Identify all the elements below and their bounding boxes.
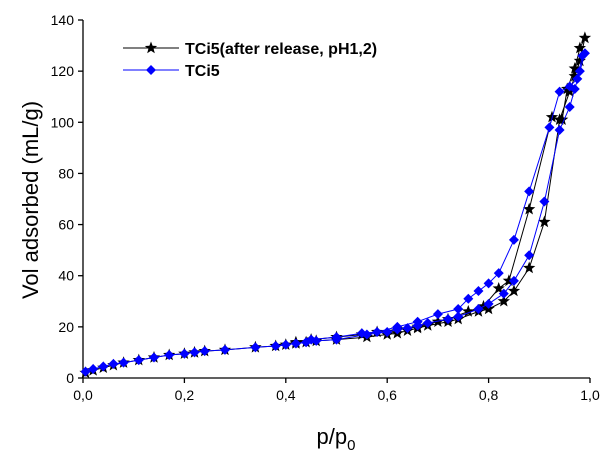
- data-point: [502, 274, 516, 287]
- x-axis-title: p/p0: [317, 424, 356, 454]
- data-point: [462, 305, 475, 317]
- data-point: [508, 234, 519, 245]
- data-point: [554, 86, 565, 97]
- data-point: [453, 311, 464, 322]
- data-point: [372, 326, 383, 337]
- data-point: [402, 323, 413, 334]
- data-point: [497, 294, 510, 307]
- data-point: [331, 332, 342, 343]
- data-point: [524, 250, 535, 261]
- x-tick-label: 0,4: [276, 387, 296, 403]
- data-point: [250, 342, 261, 353]
- data-point: [199, 346, 210, 357]
- data-point: [164, 349, 175, 360]
- data-point: [118, 357, 129, 368]
- data-point: [523, 261, 536, 274]
- data-point: [538, 215, 551, 228]
- data-point: [483, 278, 494, 289]
- data-point: [539, 196, 550, 207]
- data-point: [507, 284, 521, 297]
- data-point: [568, 62, 581, 74]
- data-point: [574, 66, 585, 77]
- y-tick-label: 100: [51, 114, 75, 130]
- y-tick-label: 140: [51, 12, 75, 28]
- x-tick-label: 0,8: [479, 387, 499, 403]
- data-point: [555, 113, 569, 125]
- data-point: [270, 341, 281, 352]
- data-point: [492, 282, 505, 294]
- data-point: [523, 202, 536, 215]
- data-point: [80, 366, 91, 377]
- data-point: [477, 299, 490, 312]
- data-point: [280, 339, 291, 350]
- data-point: [572, 73, 583, 84]
- data-point: [306, 334, 317, 345]
- data-point: [189, 347, 200, 358]
- data-point: [573, 54, 586, 67]
- legend-marker: [144, 41, 158, 54]
- data-point: [463, 293, 474, 304]
- data-point: [98, 361, 109, 372]
- data-point: [578, 31, 592, 44]
- data-point: [179, 348, 190, 359]
- y-tick-label: 120: [51, 63, 75, 79]
- data-point: [564, 81, 575, 92]
- data-point: [108, 358, 119, 369]
- legend-marker: [146, 65, 156, 75]
- y-tick-label: 20: [58, 319, 74, 335]
- data-point: [577, 50, 588, 61]
- data-point: [473, 303, 484, 314]
- data-point: [382, 326, 393, 337]
- data-point: [483, 298, 494, 309]
- data-point: [133, 355, 144, 366]
- legend-label: TCi5(after release, pH1,2): [185, 41, 377, 58]
- series-line: [85, 52, 586, 373]
- data-point: [356, 328, 367, 339]
- y-tick-label: 60: [58, 217, 74, 233]
- x-axis-title-main: p/p: [317, 424, 348, 449]
- data-point: [573, 41, 586, 54]
- data-point: [453, 303, 464, 314]
- data-point: [432, 309, 443, 320]
- data-point: [148, 352, 159, 363]
- x-tick-label: 0,6: [377, 387, 397, 403]
- legend-label: TCi5: [185, 63, 220, 80]
- x-axis-title-sub: 0: [347, 437, 355, 454]
- data-point: [498, 288, 509, 299]
- data-point: [568, 69, 581, 82]
- data-point: [422, 318, 433, 329]
- data-point: [554, 124, 565, 135]
- data-point: [290, 338, 301, 349]
- x-tick-label: 0,2: [175, 387, 195, 403]
- data-point: [412, 316, 423, 327]
- y-tick-label: 0: [66, 370, 74, 386]
- y-axis-title: Vol adsorbed (mL/g): [18, 101, 43, 299]
- series-line: [85, 37, 586, 374]
- data-point: [473, 286, 484, 297]
- y-tick-label: 80: [58, 165, 74, 181]
- data-point: [443, 314, 454, 325]
- x-tick-label: 0,0: [73, 387, 93, 403]
- data-point: [493, 268, 504, 279]
- data-point: [544, 122, 555, 133]
- data-point: [524, 186, 535, 197]
- data-point: [392, 321, 403, 332]
- y-tick-label: 40: [58, 268, 74, 284]
- data-point: [88, 364, 99, 375]
- data-point: [508, 275, 519, 286]
- x-tick-label: 1,0: [580, 387, 600, 403]
- data-point: [564, 101, 575, 112]
- data-point: [219, 344, 230, 355]
